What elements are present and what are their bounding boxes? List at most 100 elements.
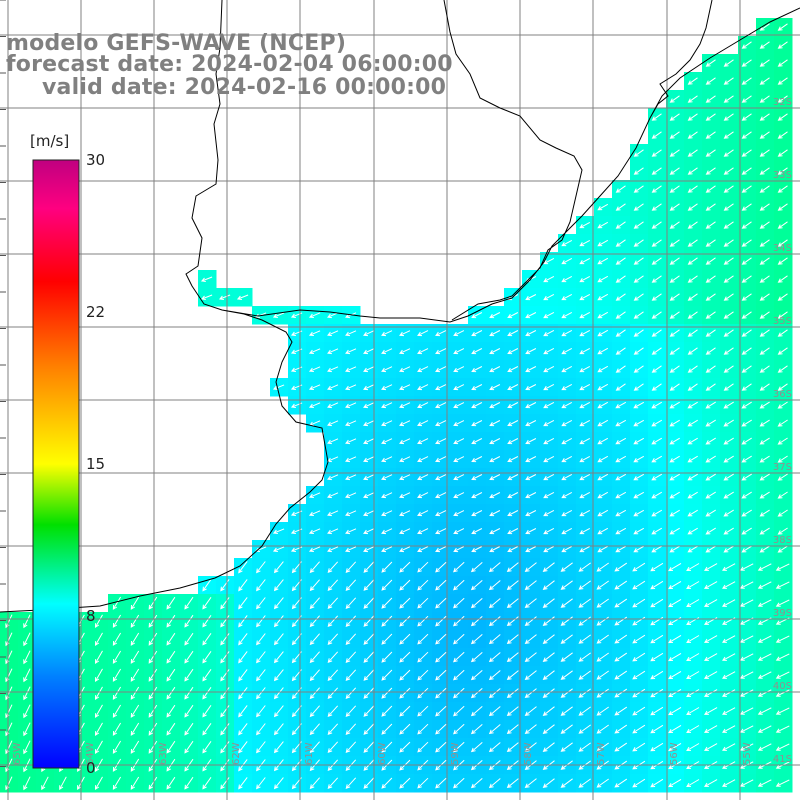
wind-vector bbox=[345, 615, 357, 627]
wind-vector bbox=[560, 598, 573, 608]
wind-vector bbox=[741, 95, 752, 103]
wind-vector bbox=[759, 527, 770, 535]
wind-vector bbox=[94, 776, 103, 791]
wind-vector bbox=[489, 402, 501, 409]
wind-vector bbox=[542, 742, 555, 752]
wind-vector bbox=[775, 599, 790, 607]
wind-vector bbox=[596, 778, 609, 788]
wind-vector bbox=[542, 670, 555, 680]
wind-vector bbox=[614, 742, 628, 752]
wind-vector bbox=[578, 670, 591, 680]
wind-vector bbox=[308, 384, 321, 390]
wind-vector bbox=[597, 437, 609, 445]
wind-vector bbox=[741, 311, 752, 319]
wind-vector bbox=[705, 59, 716, 67]
wind-vector bbox=[471, 528, 483, 535]
wind-vector bbox=[525, 492, 537, 499]
wind-vector bbox=[614, 598, 628, 608]
wind-vector bbox=[687, 347, 698, 355]
wind-vector bbox=[614, 562, 628, 572]
wind-vector bbox=[345, 633, 357, 645]
wind-vector bbox=[633, 257, 644, 265]
wind-vector bbox=[435, 492, 447, 499]
wind-vector bbox=[363, 633, 375, 645]
wind-vector bbox=[417, 402, 429, 409]
wind-vector bbox=[615, 311, 626, 319]
wind-vector bbox=[238, 705, 248, 718]
wind-vector bbox=[723, 365, 734, 373]
wind-vector bbox=[94, 704, 103, 719]
wind-vector bbox=[363, 777, 375, 789]
wind-vector bbox=[471, 366, 483, 373]
wind-vector bbox=[363, 438, 375, 445]
wind-vector bbox=[542, 634, 555, 644]
wind-vector bbox=[669, 509, 680, 517]
wind-vector bbox=[327, 669, 339, 681]
wind-vector bbox=[579, 329, 591, 337]
wind-vector bbox=[669, 203, 680, 211]
wind-vector bbox=[739, 635, 754, 643]
wind-vector bbox=[632, 706, 646, 716]
wind-vector bbox=[615, 545, 627, 553]
wind-vector bbox=[759, 545, 770, 553]
wind-vector bbox=[345, 384, 357, 391]
wind-vector bbox=[723, 221, 734, 229]
wind-vector bbox=[757, 707, 772, 715]
wind-vector bbox=[148, 776, 158, 790]
wind-vector bbox=[705, 347, 716, 355]
wind-vector bbox=[238, 777, 248, 790]
wind-vector bbox=[345, 330, 357, 337]
wind-vector bbox=[723, 59, 734, 67]
wind-vector bbox=[489, 456, 501, 463]
wind-vector bbox=[650, 706, 664, 716]
wind-vector bbox=[507, 402, 519, 409]
wind-vector bbox=[506, 688, 519, 699]
wind-vector bbox=[561, 275, 573, 283]
wind-vector bbox=[687, 95, 698, 103]
wind-vector bbox=[705, 257, 716, 265]
wind-vector bbox=[417, 510, 429, 517]
wind-vector bbox=[651, 473, 663, 481]
wind-vector bbox=[327, 705, 339, 717]
wind-vector bbox=[723, 455, 734, 463]
wind-vector bbox=[757, 581, 772, 589]
wind-vector bbox=[381, 528, 393, 535]
wind-vector bbox=[148, 740, 158, 754]
wind-vector bbox=[759, 329, 770, 337]
wind-vector bbox=[633, 185, 644, 193]
wind-vector bbox=[651, 257, 662, 265]
wind-vector bbox=[220, 651, 230, 664]
wind-vector bbox=[597, 293, 609, 301]
wind-vector bbox=[381, 705, 393, 717]
wind-vector bbox=[130, 668, 140, 682]
wind-vector bbox=[363, 402, 375, 409]
wind-vector bbox=[435, 510, 447, 517]
wind-vector bbox=[669, 221, 680, 229]
wind-vector bbox=[506, 580, 519, 591]
wind-vector bbox=[238, 741, 248, 754]
wind-vector bbox=[524, 652, 537, 663]
wind-vector bbox=[669, 113, 680, 121]
wind-vector bbox=[722, 779, 736, 787]
wind-vector bbox=[453, 615, 465, 627]
wind-vector bbox=[524, 778, 537, 789]
wind-vector bbox=[327, 546, 339, 553]
wind-vector bbox=[579, 473, 591, 481]
wind-vector bbox=[741, 59, 752, 67]
wind-vector bbox=[542, 688, 555, 698]
wind-vector bbox=[542, 598, 555, 608]
wind-vector bbox=[489, 492, 501, 499]
wind-vector bbox=[363, 546, 375, 553]
wind-vector bbox=[543, 257, 555, 265]
wind-vector bbox=[632, 670, 646, 680]
wind-vector bbox=[579, 365, 591, 373]
wind-vector bbox=[200, 294, 213, 300]
wind-vector bbox=[759, 383, 770, 391]
wind-vector bbox=[59, 776, 67, 791]
wind-vector bbox=[453, 402, 465, 409]
wind-vector bbox=[363, 492, 375, 499]
wind-vector bbox=[704, 779, 718, 787]
wind-vector bbox=[453, 546, 465, 553]
wind-vector bbox=[704, 743, 718, 751]
wind-vector bbox=[435, 633, 447, 645]
